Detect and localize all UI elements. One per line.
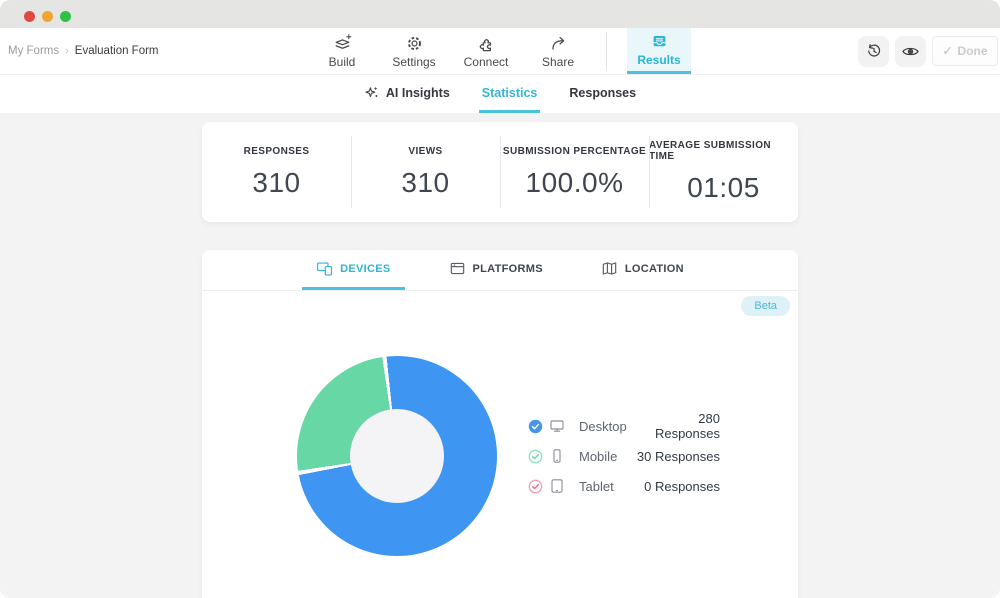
nav-tab-label: Connect (463, 54, 509, 69)
build-icon (333, 33, 352, 53)
tab-location[interactable]: LOCATION (587, 250, 698, 290)
tab-platforms[interactable]: PLATFORMS (435, 250, 557, 290)
stat-views: VIEWS 310 (351, 122, 500, 222)
breadcrumb-my-forms[interactable]: My Forms (8, 45, 60, 57)
done-button-label: Done (957, 44, 988, 58)
nav-tab-results[interactable]: Results (627, 28, 691, 74)
checked-circle-icon[interactable] (528, 479, 543, 494)
tab-devices[interactable]: DEVICES (302, 250, 405, 290)
subnav-label: AI Insights (385, 85, 450, 100)
breadcrumb-form-name: Evaluation Form (74, 45, 159, 57)
subnav-statistics[interactable]: Statistics (478, 75, 541, 113)
legend-label: Mobile (579, 448, 618, 464)
nav-tab-label: Build (328, 54, 356, 69)
main-nav: Build Settings Connect (306, 28, 691, 74)
nav-tab-build[interactable]: Build (306, 28, 378, 74)
checked-circle-icon[interactable] (528, 449, 543, 464)
nav-tab-share[interactable]: Share (522, 28, 594, 74)
subnav-ai-insights[interactable]: AI Insights (361, 75, 453, 113)
maximize-window-button[interactable] (60, 11, 71, 22)
stat-label: VIEWS (408, 145, 443, 157)
toolbar: My Forms › Evaluation Form Build S (0, 28, 1000, 75)
close-window-button[interactable] (24, 11, 35, 22)
legend-row-desktop: Desktop 280 Responses (528, 411, 720, 441)
subnav-label: Statistics (481, 85, 538, 100)
breadcrumb-separator: › (65, 45, 69, 57)
mobile-icon (549, 448, 566, 464)
revision-history-button[interactable] (858, 35, 889, 67)
preview-button[interactable] (895, 35, 926, 67)
chart-tab-label: DEVICES (340, 262, 391, 275)
stat-submission-percentage: SUBMISSION PERCENTAGE 100.0% (500, 122, 649, 222)
done-button[interactable]: ✓ Done (932, 36, 998, 66)
eye-icon (901, 42, 920, 61)
chart-tab-label: PLATFORMS (472, 262, 543, 275)
legend-label: Tablet (579, 478, 614, 494)
subnav-responses[interactable]: Responses (566, 75, 639, 113)
sparkle-icon (364, 85, 380, 101)
stat-average-submission-time: AVERAGE SUBMISSION TIME 01:05 (649, 122, 798, 222)
devices-icon (316, 260, 333, 277)
connect-icon (477, 34, 496, 53)
devices-chart-card: DEVICES PLATFORMS LOCATION Beta (202, 250, 798, 598)
stat-responses: RESPONSES 310 (202, 122, 351, 222)
nav-tab-settings[interactable]: Settings (378, 28, 450, 74)
location-icon (601, 260, 618, 277)
legend-count: 280 Responses (654, 411, 720, 441)
legend-row-mobile: Mobile 30 Responses (528, 446, 720, 466)
legend-label: Desktop (579, 418, 627, 434)
stat-value: 100.0% (525, 166, 624, 198)
stats-summary-card: RESPONSES 310 VIEWS 310 SUBMISSION PERCE… (202, 122, 798, 222)
nav-divider (606, 32, 607, 70)
chart-tabs: DEVICES PLATFORMS LOCATION (202, 250, 798, 291)
nav-tab-label: Settings (392, 54, 436, 69)
checked-circle-icon[interactable] (528, 419, 543, 434)
tablet-icon (549, 478, 566, 494)
beta-badge: Beta (741, 296, 790, 316)
legend-row-tablet: Tablet 0 Responses (528, 476, 720, 496)
check-icon: ✓ (942, 44, 953, 58)
stat-label: SUBMISSION PERCENTAGE (502, 145, 647, 157)
toolbar-right-controls: ✓ Done (858, 28, 998, 74)
subnav-label: Responses (569, 85, 637, 100)
desktop-icon (549, 418, 566, 434)
stat-value: 01:05 (687, 172, 760, 203)
legend-count: 0 Responses (644, 478, 720, 494)
share-icon (549, 34, 568, 53)
results-subnav: AI Insights Statistics Responses (0, 75, 1000, 113)
devices-donut-chart (297, 356, 497, 556)
stat-label: RESPONSES (243, 145, 310, 157)
legend-count: 30 Responses (636, 448, 720, 464)
minimize-window-button[interactable] (42, 11, 53, 22)
nav-tab-connect[interactable]: Connect (450, 28, 522, 74)
chart-legend: Desktop 280 Responses Mobile 30 Response… (528, 411, 720, 506)
stat-value: 310 (401, 166, 450, 198)
platforms-icon (449, 260, 466, 277)
history-icon (865, 42, 883, 60)
window-titlebar (0, 0, 1000, 28)
results-icon (650, 32, 669, 51)
stat-label: AVERAGE SUBMISSION TIME (649, 140, 772, 162)
chart-tab-label: LOCATION (624, 262, 684, 275)
breadcrumb: My Forms › Evaluation Form (8, 28, 159, 74)
nav-tab-label: Results (637, 53, 681, 67)
stat-value: 310 (252, 166, 301, 198)
settings-icon (405, 34, 424, 53)
nav-tab-label: Share (541, 54, 575, 69)
